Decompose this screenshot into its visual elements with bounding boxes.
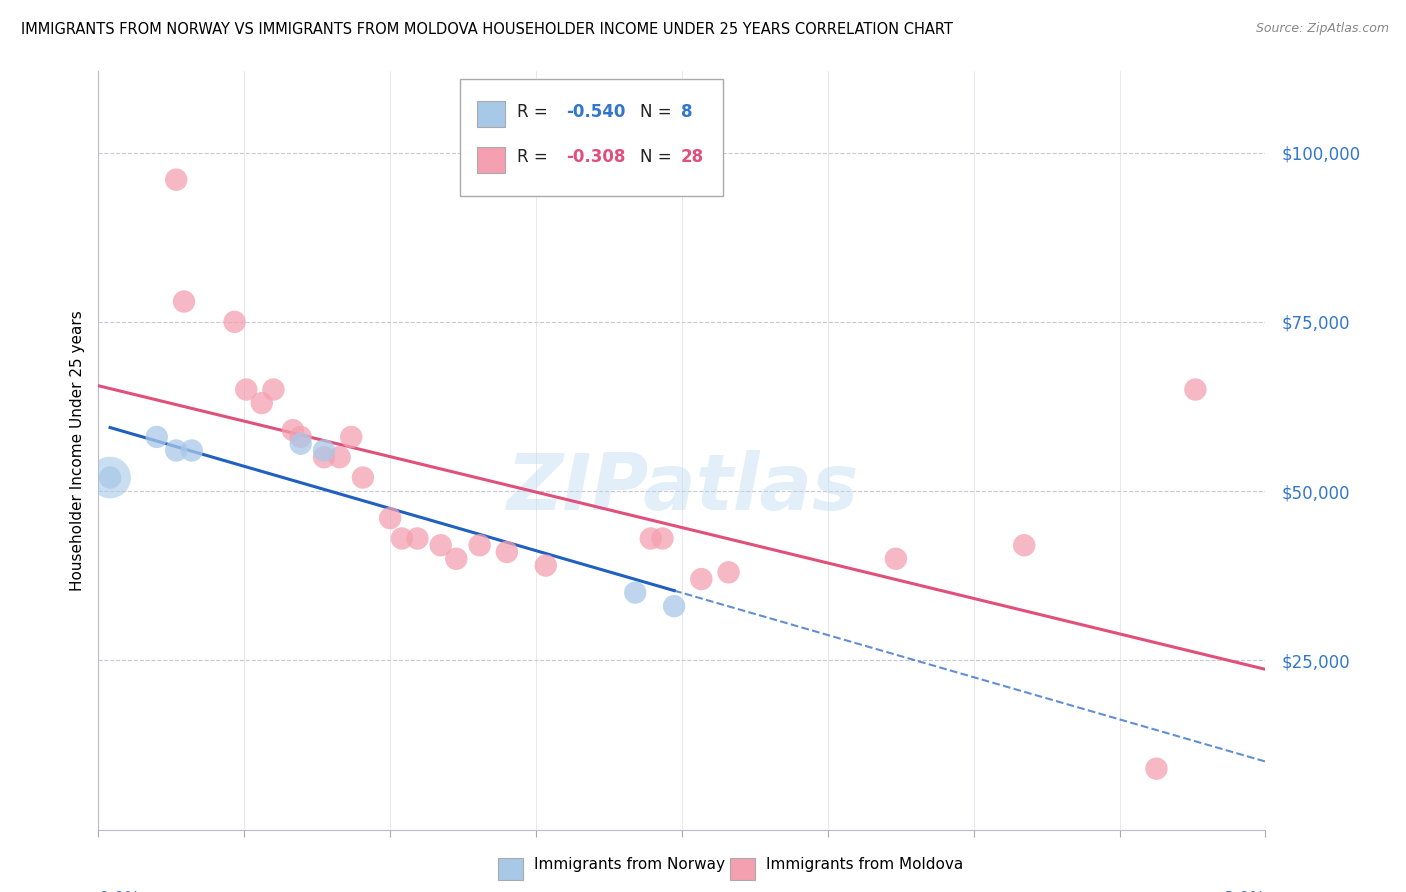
Point <box>662 599 685 614</box>
Text: 8: 8 <box>681 103 692 120</box>
Point <box>352 470 374 484</box>
Point <box>380 511 402 525</box>
Point <box>717 566 740 580</box>
Point <box>1184 383 1206 397</box>
Point <box>224 315 246 329</box>
Text: N =: N = <box>640 148 676 166</box>
Point <box>640 532 662 546</box>
Point <box>534 558 557 573</box>
Point <box>180 443 202 458</box>
Point <box>281 423 304 437</box>
FancyBboxPatch shape <box>477 102 505 128</box>
Point <box>329 450 352 465</box>
Point <box>98 470 121 484</box>
Point <box>340 430 363 444</box>
Point <box>884 551 907 566</box>
Text: Source: ZipAtlas.com: Source: ZipAtlas.com <box>1256 22 1389 36</box>
Point <box>1146 762 1168 776</box>
Point <box>262 383 284 397</box>
Text: Immigrants from Norway: Immigrants from Norway <box>534 857 725 872</box>
Point <box>235 383 257 397</box>
Text: -0.308: -0.308 <box>567 148 626 166</box>
Point <box>98 470 121 484</box>
Point <box>312 443 335 458</box>
Text: R =: R = <box>517 148 554 166</box>
Point <box>312 450 335 465</box>
Point <box>496 545 519 559</box>
Point <box>429 538 451 552</box>
Text: ZIPatlas: ZIPatlas <box>506 450 858 526</box>
Point <box>446 551 468 566</box>
Text: -0.540: -0.540 <box>567 103 626 120</box>
Y-axis label: Householder Income Under 25 years: Householder Income Under 25 years <box>69 310 84 591</box>
Point <box>290 430 312 444</box>
Point <box>468 538 491 552</box>
Text: 3.0%: 3.0% <box>1223 890 1265 892</box>
Text: IMMIGRANTS FROM NORWAY VS IMMIGRANTS FROM MOLDOVA HOUSEHOLDER INCOME UNDER 25 YE: IMMIGRANTS FROM NORWAY VS IMMIGRANTS FRO… <box>21 22 953 37</box>
Point <box>165 172 187 186</box>
Point <box>406 532 429 546</box>
Point <box>690 572 713 586</box>
Point <box>173 294 195 309</box>
Point <box>1012 538 1035 552</box>
Text: Immigrants from Moldova: Immigrants from Moldova <box>766 857 963 872</box>
Text: R =: R = <box>517 103 554 120</box>
Point <box>624 585 647 599</box>
FancyBboxPatch shape <box>460 79 723 196</box>
Point <box>651 532 673 546</box>
FancyBboxPatch shape <box>477 147 505 173</box>
Point <box>290 436 312 450</box>
Text: 28: 28 <box>681 148 704 166</box>
Point <box>165 443 187 458</box>
Text: 0.0%: 0.0% <box>98 890 141 892</box>
Point <box>146 430 169 444</box>
Text: N =: N = <box>640 103 676 120</box>
Point <box>391 532 413 546</box>
Point <box>250 396 273 410</box>
